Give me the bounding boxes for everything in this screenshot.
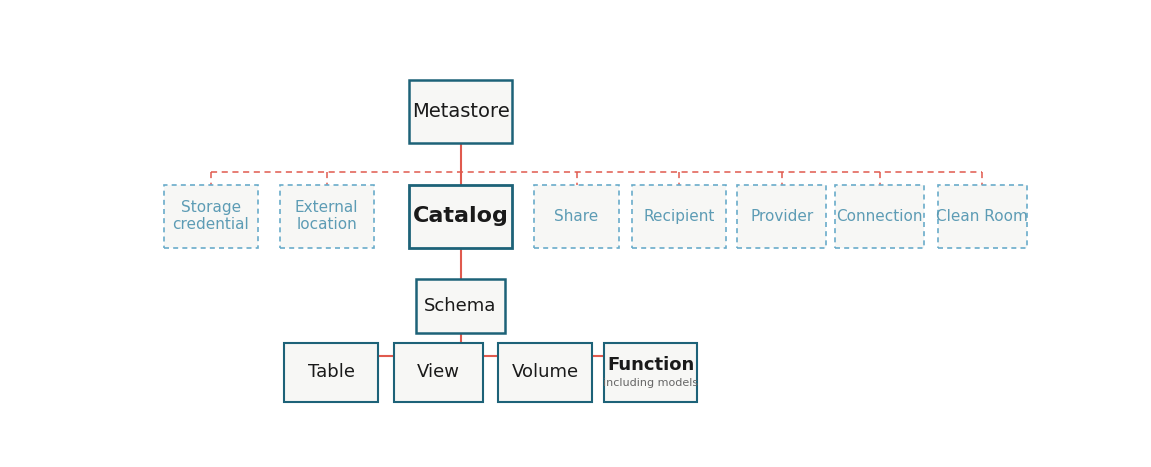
Text: Connection: Connection [837,209,923,224]
Text: Catalog: Catalog [412,206,509,226]
FancyBboxPatch shape [163,184,258,248]
FancyBboxPatch shape [534,184,619,248]
FancyBboxPatch shape [284,343,378,402]
FancyBboxPatch shape [632,184,726,248]
Text: Clean Room: Clean Room [937,209,1028,224]
FancyBboxPatch shape [410,80,512,143]
FancyBboxPatch shape [604,343,698,402]
FancyBboxPatch shape [280,184,374,248]
FancyBboxPatch shape [410,184,512,248]
Text: Recipient: Recipient [643,209,715,224]
Text: View: View [417,363,459,382]
FancyBboxPatch shape [416,279,505,333]
Text: Volume: Volume [512,363,579,382]
Text: Metastore: Metastore [412,102,510,121]
Text: including models: including models [603,378,699,388]
Text: Share: Share [555,209,599,224]
FancyBboxPatch shape [394,343,483,402]
Text: Function: Function [607,355,694,374]
Text: Storage
credential: Storage credential [173,200,249,232]
Text: Table: Table [307,363,355,382]
FancyBboxPatch shape [498,343,592,402]
Text: Provider: Provider [750,209,814,224]
FancyBboxPatch shape [737,184,826,248]
FancyBboxPatch shape [938,184,1027,248]
Text: External
location: External location [295,200,358,232]
Text: Schema: Schema [425,297,497,315]
FancyBboxPatch shape [836,184,924,248]
